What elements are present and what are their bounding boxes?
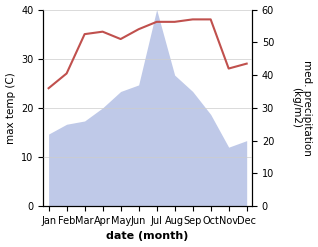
- Y-axis label: max temp (C): max temp (C): [5, 72, 16, 144]
- X-axis label: date (month): date (month): [107, 231, 189, 242]
- Y-axis label: med. precipitation
(kg/m2): med. precipitation (kg/m2): [291, 60, 313, 156]
